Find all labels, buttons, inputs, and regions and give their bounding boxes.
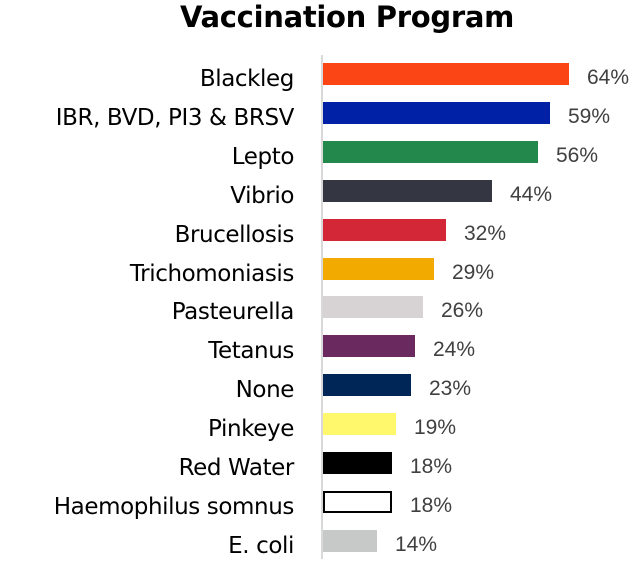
- bar: [323, 413, 396, 436]
- value-label: 19%: [414, 416, 457, 440]
- category-label: Pasteurella: [171, 299, 295, 326]
- category-label: Red Water: [178, 455, 295, 481]
- category-label: None: [235, 377, 295, 404]
- bar: [323, 452, 392, 474]
- bar: [323, 63, 569, 85]
- value-label: 29%: [452, 260, 495, 284]
- bar: [323, 490, 392, 513]
- bar: [323, 179, 492, 202]
- value-label: 32%: [464, 221, 507, 245]
- category-label: Haemophilus somnus: [53, 493, 295, 520]
- bar: [323, 296, 423, 319]
- bar-row: Pinkeye 19%: [0, 411, 640, 450]
- bar-row: Red Water 18%: [0, 450, 640, 489]
- bar: [323, 218, 446, 241]
- value-label: 24%: [433, 338, 476, 362]
- bar: [323, 529, 377, 552]
- value-label: 23%: [429, 377, 472, 401]
- bar-row: Lepto 56%: [0, 139, 640, 178]
- bar-row: Haemophilus somnus 18%: [0, 489, 640, 528]
- category-label: IBR, BVD, PI3 & BRSV: [55, 104, 295, 131]
- value-label: 26%: [441, 299, 484, 323]
- value-label: 59%: [568, 104, 611, 128]
- bar-row: Brucellosis 32%: [0, 217, 640, 256]
- category-label: Trichomoniasis: [129, 260, 295, 287]
- category-label: Tetanus: [208, 338, 294, 365]
- bar-row: Trichomoniasis 29%: [0, 256, 640, 295]
- bar-row: None 23%: [0, 372, 640, 411]
- bar-row: IBR, BVD, PI3 & BRSV 59%: [0, 100, 640, 139]
- category-axis-line: [321, 55, 323, 559]
- bar-row: Pasteurella 26%: [0, 294, 640, 333]
- bar-row: E. coli 14%: [0, 528, 640, 567]
- category-label: Brucellosis: [174, 221, 295, 248]
- bar: [323, 257, 434, 280]
- bar: [323, 374, 411, 397]
- category-label: Blackleg: [199, 66, 295, 92]
- value-label: 44%: [510, 182, 553, 206]
- value-label: 14%: [395, 532, 438, 556]
- bar: [323, 335, 415, 358]
- bar-row: Vibrio 44%: [0, 178, 640, 217]
- bar-row: Tetanus 24%: [0, 333, 640, 372]
- bar-row: Blackleg 64%: [0, 61, 640, 100]
- bar: [323, 140, 538, 163]
- bar: [323, 101, 550, 124]
- value-label: 18%: [410, 455, 453, 478]
- value-label: 64%: [587, 66, 630, 89]
- category-label: Vibrio: [230, 182, 294, 209]
- category-label: Lepto: [231, 143, 295, 170]
- category-label: Pinkeye: [208, 416, 294, 443]
- chart-title: Vaccination Program: [179, 0, 515, 34]
- category-label: E. coli: [228, 532, 294, 559]
- value-label: 18%: [410, 493, 453, 517]
- value-label: 56%: [556, 143, 599, 167]
